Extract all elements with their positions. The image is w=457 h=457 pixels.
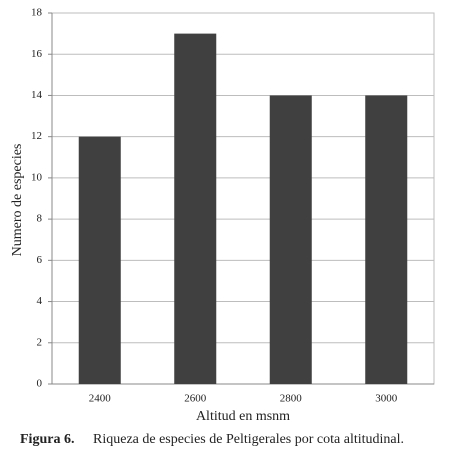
y-tick-label: 18 [31,7,43,19]
y-tick-label: 2 [37,336,43,348]
y-tick-label: 14 [31,89,43,101]
x-tick-label: 2600 [184,393,207,405]
y-tick-label: 16 [31,48,43,60]
y-tick-label: 4 [37,295,43,307]
bar [78,136,121,384]
bar [174,33,217,384]
y-tick-label: 6 [37,254,43,266]
caption: Riqueza de especies de Peltigerales por … [93,432,404,447]
y-tick-label: 12 [31,130,42,142]
y-tick-label: 10 [31,171,43,183]
bar [269,95,312,384]
y-tick-label: 8 [37,213,43,225]
x-tick-label: 3000 [375,393,398,405]
x-tick-label: 2800 [280,393,303,405]
caption-label: Figura 6. [20,432,74,447]
y-axis-label: Numero de especies [10,144,25,257]
y-tick-label: 0 [37,378,43,390]
x-axis-label: Altitud en msnm [196,409,290,424]
x-tick-label: 2400 [89,393,112,405]
bar [365,95,408,384]
